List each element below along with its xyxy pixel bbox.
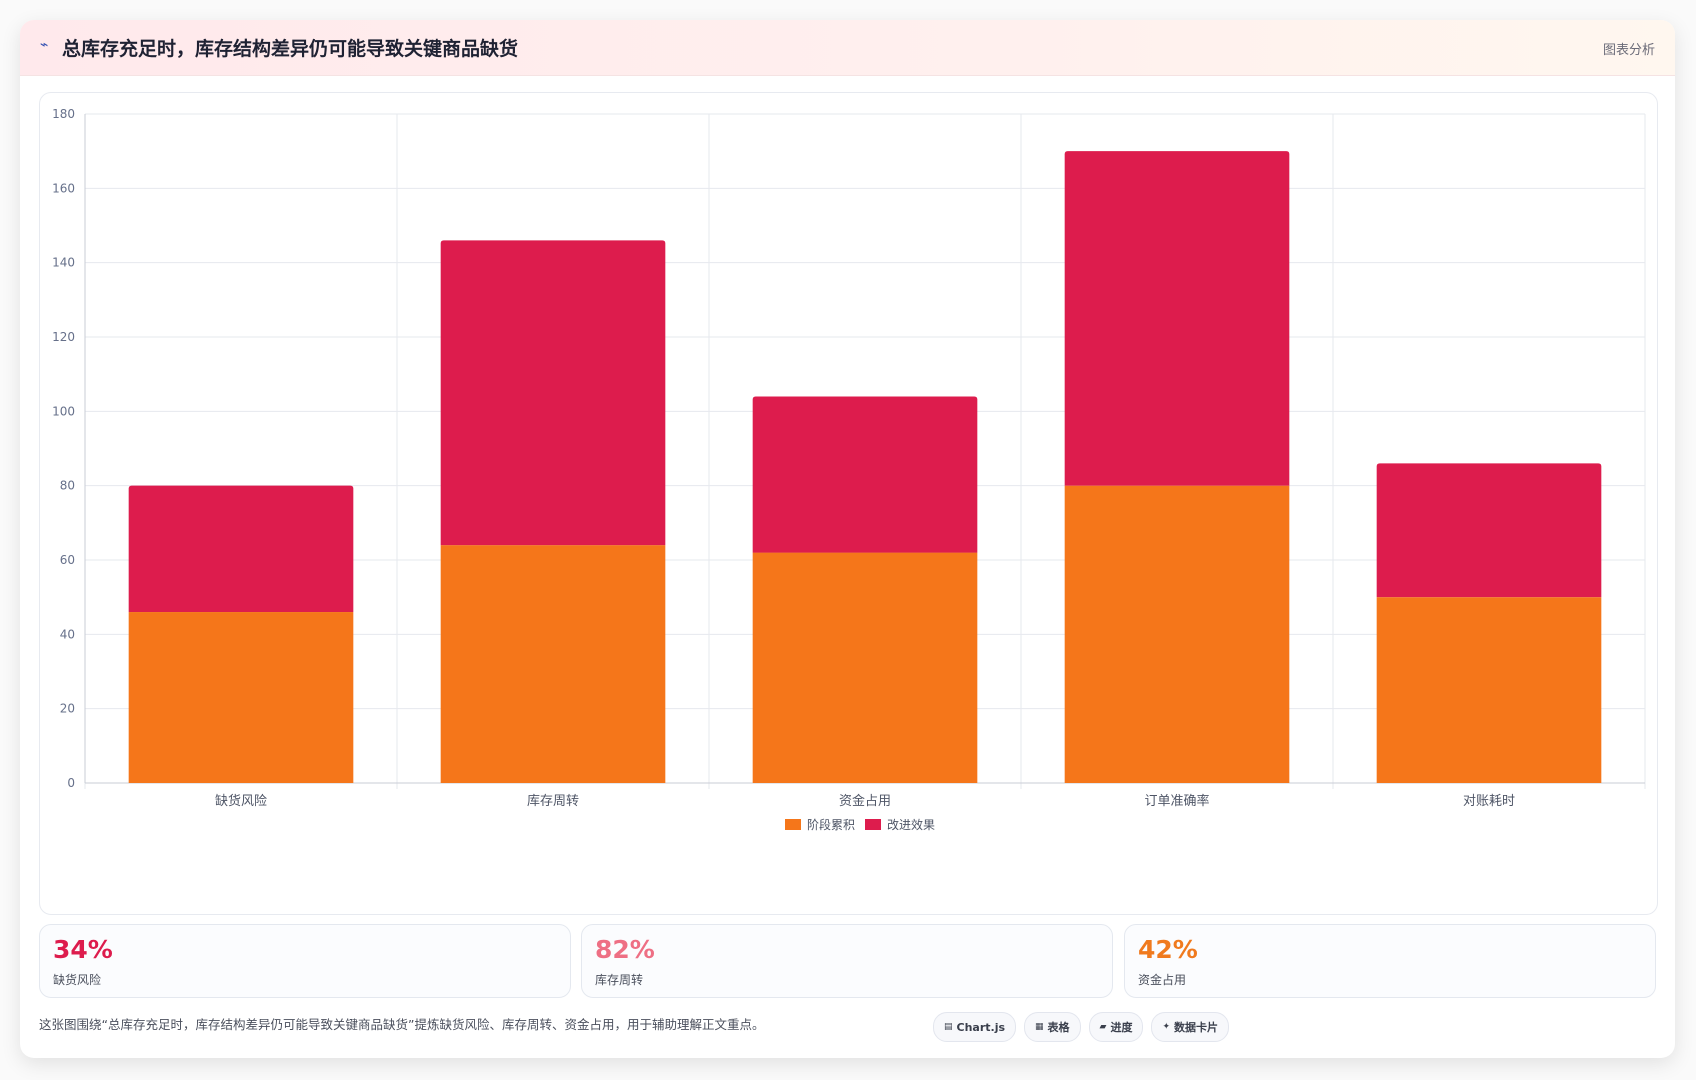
bar-segment-stage <box>752 552 978 783</box>
kpi-card-capital-occupancy: 42% 资金占用 <box>1124 924 1656 998</box>
kpi-card-stockout-risk: 34% 缺货风险 <box>39 924 571 998</box>
legend-label: 改进效果 <box>887 817 935 832</box>
chip-label: 表格 <box>1047 1021 1070 1034</box>
y-tick-label: 140 <box>52 256 75 270</box>
bar-segment-improve <box>128 485 354 613</box>
chip-data-card[interactable]: ✦ 数据卡片 <box>1151 1012 1230 1042</box>
chart-panel: 0 20 40 60 80 100 120 140 160 180 缺货风险 库存周转 资金占用 订单准确… <box>39 92 1658 915</box>
kpi-label: 库存周转 <box>595 973 644 987</box>
bar-segment-improve <box>1376 463 1602 598</box>
progress-icon: ▰ <box>1099 1022 1107 1032</box>
legend-swatch <box>865 819 881 830</box>
bar-segment-stage <box>128 612 354 783</box>
bar-segment-improve <box>752 396 978 553</box>
y-tick-label: 80 <box>60 479 75 493</box>
x-category-label: 库存周转 <box>527 793 579 809</box>
stacked-bar-chart: 0 20 40 60 80 100 120 140 160 180 缺货风险 库存周转 资金占用 订单准确… <box>52 107 1646 832</box>
x-category-label: 缺货风险 <box>215 793 267 809</box>
chip-label: 数据卡片 <box>1174 1021 1219 1034</box>
card-header: ⌁ 总库存充足时，库存结构差异仍可能导致关键商品缺货 图表分析 <box>20 20 1675 76</box>
chip-label: Chart.js <box>956 1020 1006 1034</box>
kpi-value: 82% <box>595 935 655 964</box>
x-category-label: 资金占用 <box>839 793 891 809</box>
y-tick-label: 0 <box>67 776 75 790</box>
kpi-card-inventory-turnover: 82% 库存周转 <box>581 924 1113 998</box>
table-icon: ▦ <box>1035 1022 1044 1032</box>
kpi-label: 缺货风险 <box>53 973 102 987</box>
legend-label: 阶段累积 <box>807 817 855 832</box>
chart-caption: 这张图围绕“总库存充足时，库存结构差异仍可能导致关键商品缺货”提炼缺货风险、库存… <box>39 1017 765 1032</box>
y-tick-label: 160 <box>52 181 75 195</box>
chip-table[interactable]: ▦ 表格 <box>1024 1012 1081 1042</box>
bar-segment-stage <box>1376 597 1602 783</box>
tool-chips: ▤ Chart.js ▦ 表格 ▰ 进度 ✦ 数据卡片 <box>933 1012 1230 1042</box>
kpi-value: 42% <box>1138 935 1198 964</box>
chart-analysis-tag: 图表分析 <box>1602 43 1655 58</box>
legend-swatch <box>785 819 801 830</box>
bar-segment-improve <box>1064 151 1290 486</box>
kpi-value: 34% <box>53 935 113 964</box>
sparkle-icon: ✦ <box>1162 1022 1171 1032</box>
chart-icon: ▤ <box>944 1022 953 1032</box>
kpi-label: 资金占用 <box>1138 973 1187 987</box>
y-tick-label: 180 <box>52 107 75 121</box>
bar-segment-improve <box>440 240 666 546</box>
y-tick-label: 40 <box>60 627 75 641</box>
chip-label: 进度 <box>1110 1021 1133 1034</box>
y-tick-label: 60 <box>60 553 75 567</box>
x-category-label: 对账耗时 <box>1463 794 1515 809</box>
page-title: 总库存充足时，库存结构差异仍可能导致关键商品缺货 <box>62 38 519 60</box>
chip-chartjs[interactable]: ▤ Chart.js <box>933 1012 1017 1042</box>
y-tick-label: 120 <box>52 330 75 344</box>
y-tick-label: 100 <box>52 404 75 418</box>
chip-progress[interactable]: ▰ 进度 <box>1088 1012 1144 1042</box>
chart-card: ⌁ 总库存充足时，库存结构差异仍可能导致关键商品缺货 图表分析 0 20 40 60 8… <box>20 20 1675 1058</box>
line-chart-icon: ⌁ <box>40 37 49 53</box>
bar-segment-stage <box>440 545 666 783</box>
bar-segment-stage <box>1064 485 1290 783</box>
x-category-label: 订单准确率 <box>1144 793 1209 809</box>
y-tick-label: 20 <box>60 702 75 716</box>
